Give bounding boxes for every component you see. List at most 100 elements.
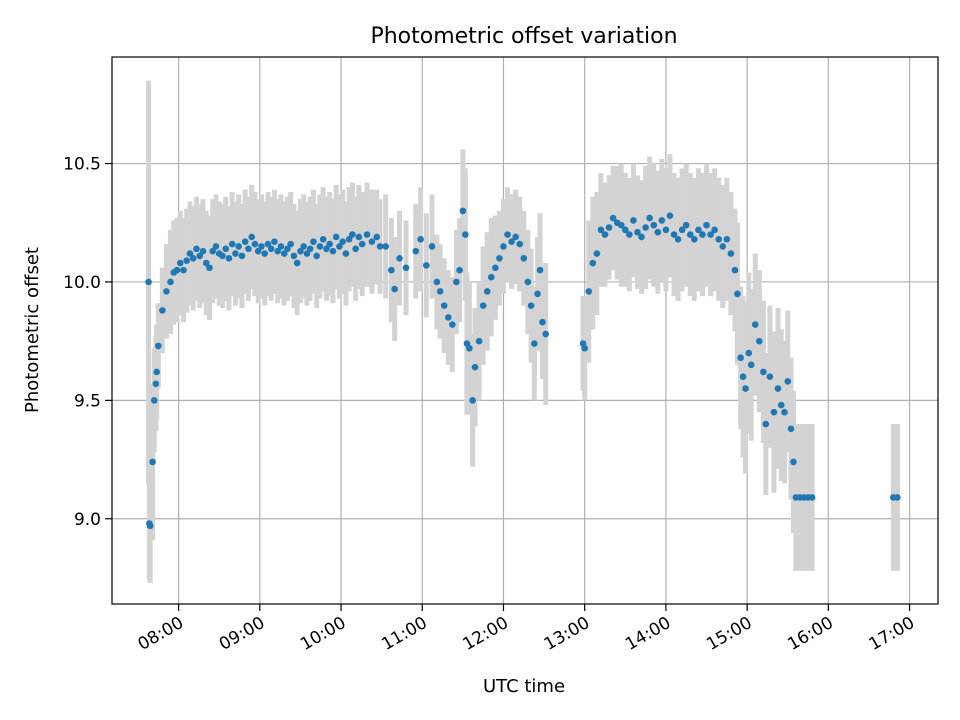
data-point — [770, 408, 778, 416]
y-tick-label: 9.5 — [74, 391, 101, 411]
data-point — [516, 240, 524, 248]
data-point — [539, 318, 546, 326]
data-point — [630, 217, 637, 224]
data-point — [355, 233, 363, 241]
data-point — [531, 340, 538, 347]
data-point — [760, 368, 767, 376]
data-point — [487, 273, 495, 281]
data-point — [183, 257, 191, 264]
data-point — [280, 250, 288, 257]
data-point — [150, 397, 158, 404]
data-point — [412, 247, 420, 255]
x-tick-label: 15:00 — [703, 613, 755, 655]
data-point — [251, 240, 259, 248]
data-point — [193, 245, 200, 253]
data-point — [808, 494, 816, 501]
data-point — [762, 420, 770, 428]
data-point — [310, 238, 317, 246]
data-point — [756, 337, 763, 345]
data-point — [225, 254, 233, 262]
data-point — [167, 278, 174, 286]
x-axis-label: UTC time — [483, 676, 565, 697]
data-point — [646, 214, 653, 222]
data-point — [267, 245, 275, 253]
x-tick-label: 09:00 — [216, 613, 268, 655]
data-point — [593, 250, 601, 257]
data-point — [787, 425, 795, 433]
data-point — [727, 250, 735, 257]
data-point — [152, 380, 160, 388]
data-point — [777, 401, 785, 409]
data-point — [674, 236, 682, 243]
data-point — [466, 344, 473, 352]
data-point — [719, 243, 727, 250]
data-point — [199, 247, 207, 255]
data-point — [766, 373, 774, 380]
data-point — [686, 231, 694, 238]
data-point — [634, 228, 641, 236]
chart-title: Photometric offset variation — [370, 24, 677, 49]
data-point — [703, 221, 710, 229]
data-point — [186, 250, 194, 257]
data-point — [313, 252, 320, 260]
data-point — [396, 254, 403, 262]
data-point — [894, 494, 901, 501]
x-tick-label: 14:00 — [622, 613, 674, 655]
x-tick-label: 12:00 — [460, 613, 512, 655]
data-point — [363, 231, 371, 238]
data-point — [534, 290, 541, 298]
data-point — [774, 385, 782, 392]
data-point — [173, 266, 181, 274]
data-point — [232, 250, 239, 257]
data-point — [642, 224, 649, 231]
data-point — [492, 264, 499, 272]
data-point — [781, 408, 788, 416]
data-point — [742, 385, 749, 392]
data-point — [206, 264, 213, 272]
data-point — [609, 214, 617, 222]
data-point — [196, 252, 204, 260]
data-point — [349, 231, 356, 238]
data-point — [329, 247, 337, 255]
data-point — [149, 458, 156, 466]
data-point — [297, 247, 304, 255]
data-point — [254, 247, 262, 255]
data-point — [222, 245, 230, 253]
data-point — [219, 252, 226, 260]
data-point — [287, 240, 294, 248]
data-point — [496, 254, 503, 262]
data-point — [258, 243, 265, 250]
data-point — [723, 236, 731, 243]
data-point — [745, 349, 753, 357]
data-point — [737, 354, 744, 362]
x-tick-label: 08:00 — [135, 613, 187, 655]
data-point — [189, 254, 197, 262]
data-point — [597, 226, 605, 234]
data-point — [751, 321, 759, 328]
data-point — [358, 240, 366, 248]
data-point — [146, 522, 154, 530]
data-point — [504, 231, 511, 238]
data-point — [373, 233, 381, 241]
data-point — [433, 278, 441, 286]
data-point — [449, 321, 456, 328]
x-tick-label: 11:00 — [378, 613, 430, 655]
data-point — [508, 238, 515, 246]
data-point — [423, 262, 430, 269]
data-point — [323, 245, 330, 253]
data-point — [264, 240, 272, 248]
data-point — [300, 243, 307, 250]
data-point — [202, 259, 210, 267]
data-point — [638, 233, 645, 241]
data-point — [707, 231, 714, 238]
data-point — [345, 236, 353, 243]
data-point — [520, 254, 528, 262]
data-point — [163, 288, 170, 295]
data-point — [209, 247, 217, 255]
data-point — [326, 240, 333, 248]
y-axis-label: Photometric offset — [22, 247, 43, 413]
data-point — [691, 236, 698, 243]
data-point — [747, 361, 755, 369]
data-point — [666, 212, 674, 219]
data-point — [306, 245, 314, 253]
